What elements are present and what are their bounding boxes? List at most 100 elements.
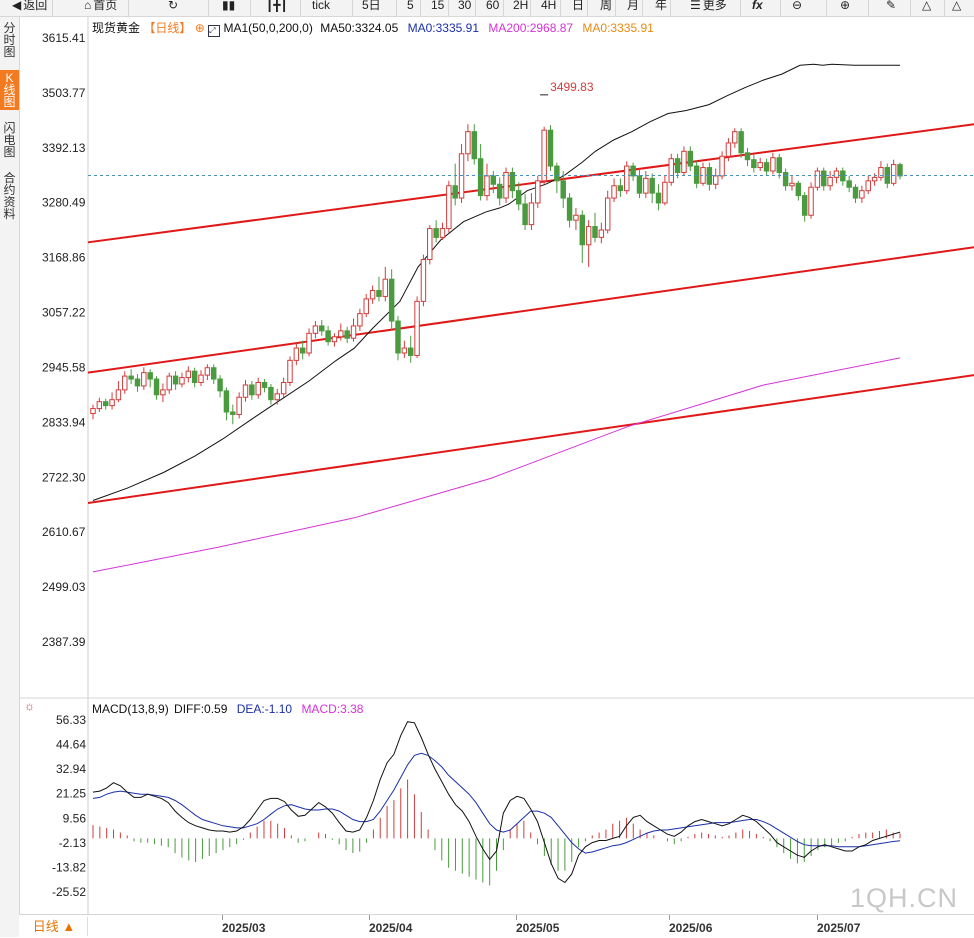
candle[interactable] (604, 190, 611, 234)
toolbar-4h-button[interactable]: 4H (541, 0, 556, 16)
candle[interactable] (115, 381, 122, 403)
candle[interactable] (102, 398, 109, 410)
candle[interactable] (611, 178, 617, 202)
candle[interactable] (325, 325, 331, 346)
candle[interactable] (223, 387, 230, 421)
candle[interactable] (261, 379, 268, 393)
candle[interactable] (439, 222, 446, 240)
candle[interactable] (516, 182, 522, 211)
toolbar-home-button[interactable]: ⌂ 首页 (84, 0, 117, 16)
candle[interactable] (293, 343, 300, 366)
candle[interactable] (827, 171, 833, 191)
toolbar-back-button[interactable]: ◀ 返回 (12, 0, 47, 16)
candle[interactable] (592, 212, 598, 243)
candle[interactable] (471, 124, 477, 165)
candle[interactable] (147, 369, 153, 388)
toolbar-draw-button[interactable]: ✎ (886, 0, 896, 16)
toolbar-2h-button[interactable]: 2H (513, 0, 528, 16)
toolbar-15min-button[interactable]: 15 (431, 0, 444, 16)
candle[interactable] (503, 167, 509, 203)
candle[interactable] (388, 269, 395, 331)
toolbar-5min-button[interactable]: 5 (407, 0, 414, 16)
candle[interactable] (128, 369, 134, 384)
sidebar-tab-0[interactable]: 分时图 (0, 20, 19, 60)
candle[interactable] (230, 404, 236, 425)
candle[interactable] (598, 222, 605, 244)
candle[interactable] (522, 194, 528, 231)
candle[interactable] (172, 371, 179, 390)
candle[interactable] (274, 388, 280, 405)
candle[interactable] (255, 377, 261, 399)
candle[interactable] (732, 128, 738, 148)
candle[interactable] (331, 333, 338, 347)
candle[interactable] (509, 167, 516, 199)
candle[interactable] (249, 381, 255, 400)
candle[interactable] (407, 335, 414, 363)
toolbar-collapse-button[interactable]: △ (952, 0, 961, 16)
candle[interactable] (693, 161, 700, 189)
candle[interactable] (725, 138, 732, 162)
candle[interactable] (306, 328, 312, 357)
candle[interactable] (528, 193, 535, 231)
candle[interactable] (465, 124, 471, 162)
candle[interactable] (560, 171, 566, 208)
candle[interactable] (821, 167, 827, 191)
candle[interactable] (312, 321, 319, 339)
candle[interactable] (789, 175, 795, 191)
candle[interactable] (90, 404, 96, 420)
candle[interactable] (344, 326, 350, 344)
period-selector-button[interactable]: 日线 ▲ (21, 917, 88, 936)
trend-line-0[interactable] (87, 123, 974, 244)
candle[interactable] (700, 162, 706, 186)
candle[interactable] (776, 153, 782, 179)
candle[interactable] (376, 276, 382, 302)
candle[interactable] (109, 392, 115, 410)
candle[interactable] (630, 162, 636, 181)
add-indicator-icon[interactable]: ⊕ (194, 21, 205, 35)
candle[interactable] (420, 254, 427, 307)
toolbar-refresh-button[interactable]: ↻ (168, 0, 178, 16)
candle[interactable] (535, 175, 541, 208)
candle[interactable] (382, 266, 389, 302)
candle[interactable] (268, 383, 274, 405)
candle[interactable] (217, 375, 223, 398)
trend-line-1[interactable] (87, 246, 974, 374)
candle[interactable] (649, 173, 655, 203)
candle[interactable] (713, 168, 719, 190)
candle[interactable] (662, 175, 668, 206)
candle[interactable] (541, 126, 547, 185)
candle[interactable] (801, 192, 808, 222)
candle[interactable] (357, 308, 363, 331)
toolbar-zoom-in-button[interactable]: ⊕ (840, 0, 850, 16)
candle[interactable] (897, 162, 903, 180)
chart-canvas[interactable]: 3615.41 3503.77 3392.13 3280.49 3168.86 3057.… (0, 0, 974, 914)
candle[interactable] (751, 154, 757, 173)
candle[interactable] (452, 163, 458, 206)
toolbar-week-button[interactable]: 周 (600, 0, 612, 16)
sidebar-tab-3[interactable]: 合约资料 (0, 170, 19, 222)
toolbar-5day-button[interactable]: 5日 (362, 0, 381, 16)
candle[interactable] (865, 175, 871, 195)
toolbar-more-button[interactable]: ☰ 更多 (690, 0, 727, 16)
macd-settings-icon[interactable]: ☼ (24, 699, 35, 713)
candle[interactable] (427, 225, 433, 265)
candle[interactable] (490, 171, 497, 194)
toolbar-candle-type-button[interactable]: ┃╋┃ (266, 0, 288, 16)
candle[interactable] (782, 168, 789, 191)
candle[interactable] (655, 184, 662, 211)
period-label[interactable]: 【日线】 (143, 21, 192, 35)
indicator-settings-icon[interactable]: ⤢ (208, 25, 221, 37)
candle[interactable] (643, 171, 649, 199)
candle[interactable] (395, 316, 401, 361)
candle[interactable] (433, 220, 439, 243)
candle[interactable] (617, 178, 624, 198)
toolbar-chart-type-button[interactable]: ▮▮ (222, 0, 235, 16)
candle[interactable] (833, 167, 840, 184)
candle[interactable] (554, 162, 560, 194)
toolbar-day-button[interactable]: 日 (572, 0, 584, 16)
candle[interactable] (763, 158, 770, 176)
candle[interactable] (179, 372, 185, 388)
candle[interactable] (566, 193, 573, 228)
candle[interactable] (547, 125, 554, 172)
